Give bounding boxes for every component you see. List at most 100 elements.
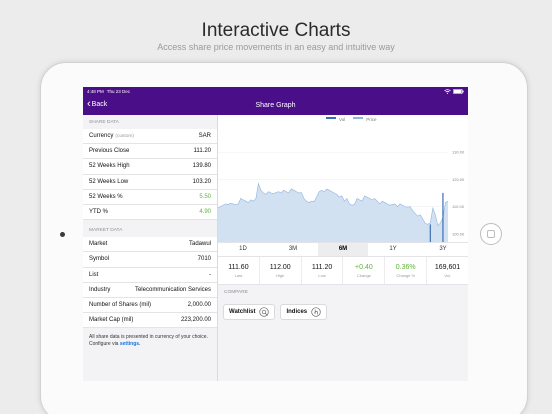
market-data-row: Symbol 7010 — [83, 252, 217, 268]
nav-title: Share Graph — [255, 102, 296, 109]
share-data-row: 52 Weeks Low 103.20 — [83, 174, 217, 190]
market-data-header: MARKET DATA — [89, 228, 123, 234]
y-tick-label: 120.00 — [452, 177, 465, 182]
price-line — [218, 182, 449, 227]
market-data-value: Tadawul — [188, 241, 211, 248]
y-tick-label: 110.00 — [452, 204, 465, 209]
stat-label: Last — [234, 273, 243, 278]
compare-header: COMPARE — [224, 290, 248, 295]
tab-6m[interactable]: 6M — [318, 243, 368, 256]
stat-value: 112.00 — [269, 264, 291, 271]
settings-link[interactable]: settings. — [119, 341, 141, 348]
stat-vol: 169,601 Vol. — [427, 257, 468, 284]
range-tabs: 1D 3M 6M 1Y 3Y — [218, 242, 468, 257]
share-data-label-text: Currency — [89, 133, 114, 140]
camera-dot — [60, 232, 65, 237]
footnote-text: All share data is presented in currency … — [89, 334, 208, 348]
wifi-icon — [444, 89, 451, 94]
share-data-row: YTD % 4.90 — [83, 204, 217, 221]
market-data-label-text: Market — [89, 241, 108, 248]
share-data-label-text: YTD % — [89, 209, 109, 216]
market-data-value: - — [209, 271, 211, 278]
share-data-label: YTD % — [89, 209, 108, 215]
legend-price: Price — [366, 117, 377, 122]
back-label: Back — [91, 100, 108, 108]
stat-low: 111.20 Low — [302, 257, 344, 284]
share-data-label-text: 52 Weeks Low — [89, 178, 129, 185]
market-data-label: Market Cap (mil) — [89, 317, 133, 323]
stat-label: Change — [356, 273, 371, 278]
battery-icon — [453, 89, 464, 94]
stat-value: 169,601 — [434, 264, 461, 271]
stat-label: High — [276, 273, 285, 278]
stat-value: 111.20 — [311, 264, 333, 271]
stat-label: Low — [318, 273, 326, 278]
home-button-icon — [487, 230, 495, 238]
market-data-label-text: List — [89, 271, 99, 278]
market-data-label: Number of Shares (mil) — [89, 302, 151, 308]
nav-bar: ‹ Back Share Graph — [83, 96, 468, 115]
share-data-label: 52 Weeks High — [89, 163, 130, 169]
market-data-value: 223,200.00 — [180, 317, 211, 324]
promo-subtitle: Access share price movements in an easy … — [157, 42, 395, 52]
footnote: All share data is presented in currency … — [83, 328, 217, 354]
stat-value: +0.40 — [355, 264, 373, 271]
stat-value: 0.36% — [395, 264, 416, 271]
share-data-label: Previous Close — [89, 148, 129, 154]
share-data-list: Currency (custom) SAR Previous Close 111.20 5… — [83, 129, 217, 221]
share-data-value: 4.90 — [199, 209, 211, 216]
eye-compare-icon — [259, 307, 270, 317]
share-data-row: 52 Weeks % 5.50 — [83, 189, 217, 205]
stat-last: 111.60 Last — [218, 257, 260, 284]
status-date: Thu 23 Dec — [106, 89, 131, 94]
stat-label: Change % — [396, 273, 416, 278]
share-data-panel: SHARE DATA Currency (custom) SAR Previous C… — [83, 115, 218, 381]
share-data-header: SHARE DATA — [89, 120, 119, 125]
tab-1d[interactable]: 1D — [239, 246, 247, 252]
share-data-value: 139.80 — [192, 163, 211, 170]
price-area — [218, 183, 448, 242]
stat-change: +0.40 Change — [343, 257, 386, 284]
quote-stats: 111.60 Last 112.00 High 111.20 Low +0.40 Change… — [218, 257, 468, 285]
market-data-label-text: Industry — [89, 286, 111, 293]
chart-panel: 130.00 120.00 110.00 100.00 Vol Price 1D 3M 6… — [218, 115, 468, 381]
legend-swatch-price — [353, 117, 364, 119]
stat-change: 0.36% Change % — [385, 257, 428, 284]
back-button[interactable]: ‹ Back — [87, 98, 108, 110]
share-graph[interactable]: 130.00 120.00 110.00 100.00 Vol Price — [218, 115, 468, 242]
volume-bar — [442, 192, 444, 242]
market-data-label-text: Market Cap (mil) — [89, 317, 134, 324]
status-time: 4:48 PM — [87, 89, 104, 94]
share-data-row: Previous Close 111.20 — [83, 144, 217, 160]
volume-bar — [429, 224, 431, 242]
price-chart: 130.00 120.00 110.00 100.00 — [218, 150, 465, 242]
market-data-value: 7010 — [197, 256, 211, 263]
tab-3y[interactable]: 3Y — [439, 246, 447, 252]
indices-button[interactable]: Indices — [280, 304, 328, 320]
watchlist-button[interactable]: Watchlist — [223, 304, 276, 320]
stat-label: Vol. — [444, 273, 451, 278]
share-data-row: Currency (custom) SAR — [83, 129, 217, 145]
share-data-label-text: 52 Weeks High — [89, 163, 130, 170]
screen: 4:48 PM Thu 23 Dec ‹ Back Share Graph SH… — [83, 87, 468, 381]
tap-compare-icon — [311, 307, 321, 317]
share-data-value: SAR — [198, 133, 211, 140]
market-data-label: Symbol — [89, 256, 109, 262]
market-data-row: Market Tadawul — [83, 237, 217, 253]
market-data-label-text: Number of Shares (mil) — [89, 301, 152, 308]
share-data-value: 5.50 — [199, 193, 211, 200]
indices-label: Indices — [286, 309, 308, 315]
market-data-row: Market Cap (mil) 223,200.00 — [83, 313, 217, 329]
y-tick-label: 100.00 — [452, 231, 465, 236]
compare-buttons: Watchlist Indices — [223, 304, 332, 320]
chevron-left-icon: ‹ — [87, 98, 91, 110]
share-data-hint: (custom) — [115, 134, 134, 140]
tab-1y[interactable]: 1Y — [389, 246, 397, 252]
legend-swatch-vol — [326, 117, 336, 119]
tab-3m[interactable]: 3M — [288, 246, 298, 252]
home-button[interactable] — [480, 223, 502, 245]
share-data-label-text: 52 Weeks % — [89, 193, 123, 200]
stat-high: 112.00 High — [260, 257, 302, 284]
share-data-label-text: Previous Close — [89, 148, 130, 155]
market-data-label: Market — [89, 241, 107, 247]
